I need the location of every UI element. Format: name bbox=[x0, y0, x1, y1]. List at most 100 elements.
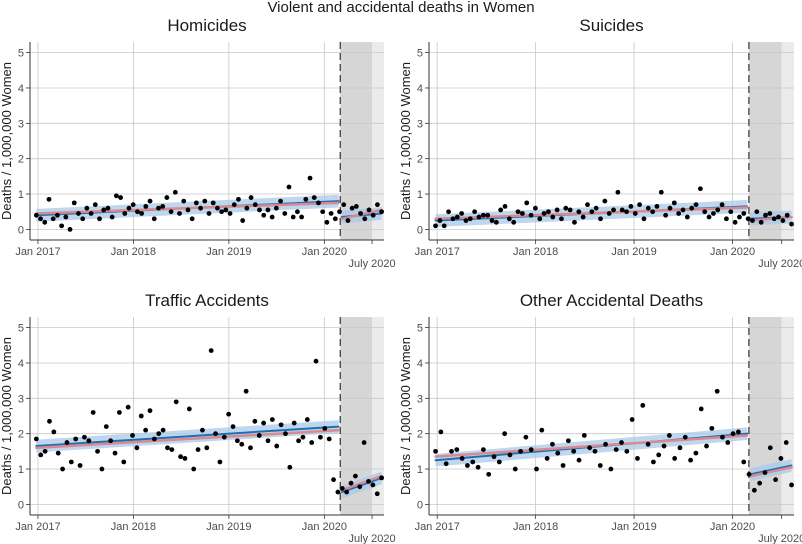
data-point bbox=[169, 447, 175, 452]
y-axis-label: Deaths / 1,000,000 Women bbox=[0, 337, 14, 495]
data-point bbox=[544, 456, 550, 461]
data-point bbox=[677, 445, 683, 451]
data-point bbox=[746, 471, 752, 477]
data-point bbox=[186, 406, 192, 412]
data-point bbox=[332, 216, 338, 222]
chart-panel: 0 1 2 3 4 5 Jan 2017 Jan 2018 Jan 2019 Jan 2020Ju… bbox=[398, 291, 802, 544]
data-point bbox=[76, 211, 81, 216]
data-point bbox=[754, 209, 760, 215]
y-tick-label: 3 bbox=[417, 118, 423, 130]
x-tick-label: Jan 2020 bbox=[710, 521, 755, 533]
data-point bbox=[300, 434, 306, 440]
data-point bbox=[688, 457, 693, 463]
y-tick-label: 0 bbox=[417, 224, 423, 236]
data-point bbox=[206, 211, 212, 216]
data-point bbox=[195, 447, 201, 452]
data-point bbox=[90, 410, 96, 415]
data-point bbox=[33, 212, 39, 218]
chart-panel: 0 1 2 3 4 5 Jan 2017 Jan 2018 Jan 2019 Jan 2020Ju… bbox=[398, 16, 802, 270]
data-point bbox=[641, 216, 647, 222]
data-point bbox=[637, 202, 642, 208]
data-point bbox=[286, 184, 292, 190]
data-point bbox=[667, 205, 673, 211]
data-point bbox=[265, 207, 271, 213]
data-point bbox=[244, 205, 250, 211]
y-tick-label: 4 bbox=[18, 83, 24, 95]
data-point bbox=[73, 436, 79, 442]
y-tick-label: 2 bbox=[18, 154, 24, 166]
data-point bbox=[257, 207, 262, 213]
y-tick-label: 3 bbox=[417, 393, 423, 405]
data-point bbox=[278, 422, 284, 428]
data-point bbox=[307, 175, 313, 181]
data-point bbox=[261, 420, 267, 426]
data-point bbox=[698, 406, 704, 412]
data-point bbox=[480, 447, 486, 452]
data-point bbox=[441, 223, 447, 229]
data-point bbox=[470, 459, 476, 465]
data-point bbox=[202, 198, 208, 204]
data-point bbox=[654, 204, 660, 209]
data-point bbox=[304, 417, 310, 422]
data-point bbox=[784, 212, 790, 218]
data-point bbox=[324, 219, 330, 225]
data-point bbox=[528, 212, 534, 218]
data-point bbox=[650, 209, 656, 215]
data-point bbox=[587, 445, 593, 451]
data-point bbox=[689, 205, 695, 211]
data-point bbox=[602, 198, 608, 204]
data-point bbox=[576, 457, 582, 463]
data-point bbox=[278, 198, 283, 204]
data-point bbox=[105, 205, 111, 211]
data-point bbox=[592, 448, 598, 454]
data-point bbox=[697, 186, 703, 192]
data-point bbox=[213, 431, 218, 437]
data-point bbox=[77, 463, 83, 468]
data-point bbox=[322, 425, 328, 431]
data-point bbox=[555, 450, 561, 456]
data-point bbox=[603, 441, 608, 447]
data-point bbox=[156, 205, 161, 211]
data-point bbox=[619, 440, 624, 445]
data-point bbox=[611, 207, 616, 213]
data-point bbox=[151, 436, 157, 442]
data-point bbox=[493, 219, 499, 225]
data-point bbox=[593, 205, 599, 211]
data-point bbox=[33, 436, 39, 442]
y-tick-label: 1 bbox=[417, 189, 423, 201]
data-point bbox=[518, 448, 523, 454]
data-point bbox=[615, 189, 621, 195]
data-point bbox=[437, 218, 443, 223]
data-point bbox=[534, 466, 539, 472]
data-point bbox=[498, 207, 504, 213]
data-point bbox=[80, 216, 86, 222]
y-tick-label: 0 bbox=[18, 499, 24, 511]
data-point bbox=[296, 438, 301, 444]
x-tick-label: Jan 2020 bbox=[302, 246, 347, 258]
data-point bbox=[671, 200, 677, 206]
data-point bbox=[116, 410, 122, 415]
x-tick-label: Jan 2019 bbox=[611, 521, 656, 533]
y-tick-label: 0 bbox=[417, 499, 423, 511]
chart-panel: 0 1 2 3 4 5 Jan 2017 Jan 2018 Jan 2019 Jan 2020Ju… bbox=[0, 16, 396, 270]
y-tick-label: 3 bbox=[18, 393, 24, 405]
data-point bbox=[789, 221, 794, 227]
data-point bbox=[559, 216, 564, 222]
data-point bbox=[99, 466, 105, 472]
data-point bbox=[463, 218, 469, 223]
data-point bbox=[122, 211, 128, 216]
data-point bbox=[433, 223, 438, 229]
data-point bbox=[172, 189, 178, 195]
data-point bbox=[546, 209, 551, 215]
data-point bbox=[353, 204, 359, 209]
y-tick-label: 4 bbox=[18, 358, 24, 370]
data-point bbox=[567, 207, 573, 213]
data-point bbox=[261, 212, 267, 218]
data-point bbox=[443, 461, 449, 467]
data-point bbox=[758, 219, 764, 225]
data-point bbox=[512, 466, 518, 472]
data-point bbox=[523, 434, 529, 440]
data-point bbox=[147, 408, 153, 414]
data-point bbox=[635, 456, 640, 461]
data-point bbox=[632, 211, 638, 216]
